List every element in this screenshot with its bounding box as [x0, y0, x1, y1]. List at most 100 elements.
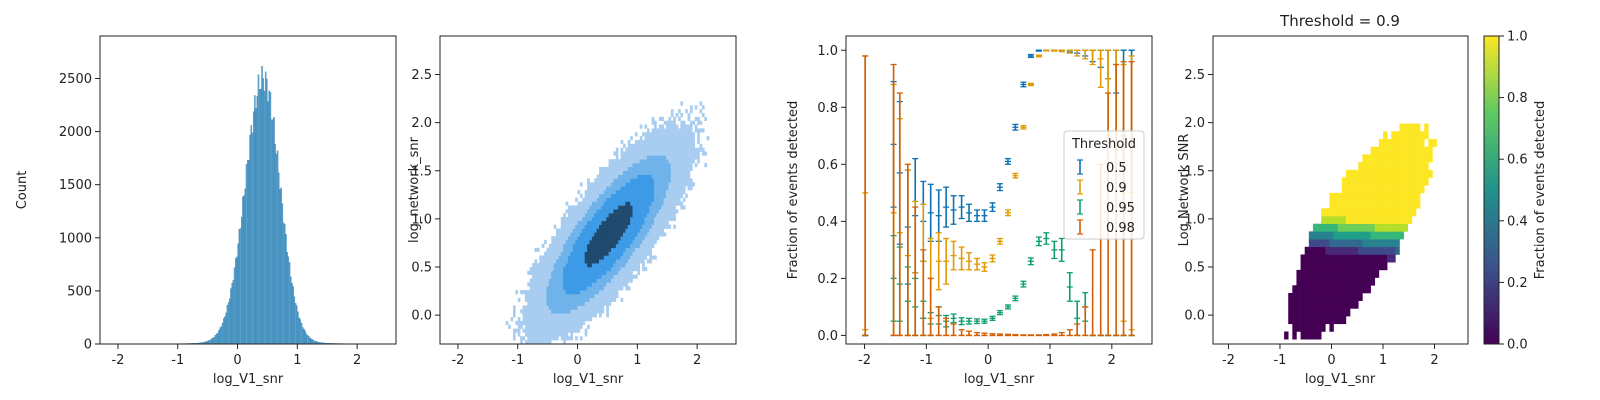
heatmap-cell [1304, 254, 1310, 263]
density-cell [563, 274, 566, 279]
density-cell [668, 197, 672, 202]
heatmap-cell [1337, 292, 1343, 301]
density-cell [687, 182, 691, 187]
density-cell [567, 263, 571, 268]
density-cell [615, 193, 619, 198]
histogram-bar [279, 189, 281, 345]
density-cell [556, 290, 559, 295]
heatmap-cell [1296, 269, 1301, 278]
density-cell [579, 297, 583, 302]
density-cell [611, 178, 614, 183]
density-cell [572, 313, 576, 318]
density-cell [536, 297, 540, 302]
density-cell [611, 209, 614, 214]
density-cell [658, 151, 662, 156]
heatmap-cell [1325, 285, 1330, 294]
density-cell [556, 301, 559, 306]
density-cell [620, 170, 624, 175]
density-cell [651, 220, 655, 225]
density-cell [656, 174, 660, 179]
density-cell [689, 159, 693, 164]
histogram-bar [285, 234, 287, 345]
density-cell [634, 216, 638, 222]
density-cell [673, 151, 676, 156]
heatmap-cell [1387, 223, 1392, 232]
heatmap-cell [1374, 200, 1380, 209]
density-cell [529, 336, 533, 341]
heatmap-cell [1391, 154, 1396, 163]
density-cell [608, 251, 612, 256]
density-cell [677, 159, 681, 164]
density-cell [644, 186, 648, 191]
density-cell [579, 278, 583, 283]
density-cell [685, 128, 688, 133]
density-cell [606, 166, 609, 172]
density-cell [644, 182, 648, 187]
density-cell [584, 216, 588, 222]
density-cell [658, 201, 662, 206]
density-cell [558, 328, 562, 333]
density-cell [639, 216, 643, 222]
density-cell [599, 247, 602, 252]
density-cell [649, 213, 652, 218]
density-cell [644, 251, 648, 256]
heatmap-cell [1337, 254, 1343, 263]
density-cell [677, 174, 681, 179]
density-cell [663, 182, 667, 187]
density-cell [603, 170, 607, 175]
density-cell [563, 336, 566, 341]
density-cell [625, 151, 629, 156]
density-cell [632, 178, 636, 183]
density-cell [613, 243, 617, 249]
density-cell [544, 328, 547, 333]
histogram-bar [312, 340, 315, 345]
heatmap-cell [1325, 246, 1330, 255]
density-cell [589, 232, 593, 237]
density-cell [603, 224, 607, 229]
histogram-bar [294, 303, 297, 345]
density-cell [544, 293, 547, 299]
density-cell [567, 224, 571, 229]
density-cell [637, 240, 641, 245]
density-cell [551, 236, 554, 241]
density-cell [553, 259, 557, 264]
x-tick-label: 2 [1108, 353, 1116, 368]
density-cell [627, 209, 631, 214]
density-cell [649, 143, 652, 148]
density-cell [587, 220, 590, 225]
heatmap-cell [1317, 254, 1322, 263]
density-cell [615, 251, 619, 256]
heatmap-cell [1374, 246, 1380, 255]
density-cell [649, 205, 652, 210]
density-cell [642, 193, 645, 198]
density-cell [579, 240, 583, 245]
density-cell [608, 228, 612, 233]
density-cell [556, 251, 559, 256]
density-cell [572, 297, 576, 302]
density-cell [591, 201, 595, 206]
density-cell [685, 163, 688, 168]
density-cell [524, 297, 528, 302]
density-cell [644, 220, 648, 225]
density-cell [570, 278, 574, 283]
density-cell [630, 247, 633, 252]
density-cell [544, 301, 547, 306]
density-cell [630, 174, 633, 179]
density-cell [567, 282, 571, 287]
density-cell [608, 243, 612, 249]
density-cell [529, 282, 533, 287]
histogram-bar [208, 340, 211, 345]
histogram-bar [278, 172, 280, 345]
density-cell [599, 197, 602, 202]
density-cell [570, 270, 574, 275]
density-cell [579, 201, 583, 206]
density-cell [596, 278, 600, 283]
heatmap-cell [1296, 292, 1301, 301]
density-cell [603, 247, 607, 252]
density-cell [694, 147, 698, 152]
heatmap-cell [1312, 277, 1318, 286]
density-cell [625, 282, 629, 287]
density-cell [661, 139, 664, 145]
density-cell [658, 128, 662, 133]
density-cell [658, 136, 662, 141]
